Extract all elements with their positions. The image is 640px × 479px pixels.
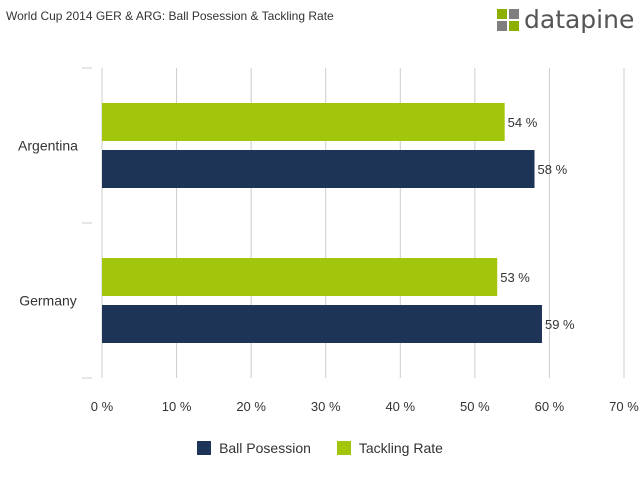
x-tick-label: 70 % [609,399,639,414]
legend-swatch-ball-posession [197,441,212,455]
bar-tackling-rate [102,258,498,296]
x-tick-label: 0 % [91,399,114,414]
chart-title: World Cup 2014 GER & ARG: Ball Posession… [6,9,334,23]
data-label: 54 % [508,115,538,130]
legend-label-ball-posession: Ball Posession [219,440,311,456]
legend-item-ball-posession[interactable]: Ball Posession [197,440,311,456]
data-label: 53 % [500,270,530,285]
data-label: 58 % [538,162,568,177]
datapine-logo: datapine [497,6,634,34]
x-tick-label: 50 % [460,399,490,414]
legend-label-tackling-rate: Tackling Rate [358,440,443,456]
bar-ball-posession [102,150,535,188]
x-tick-label: 40 % [385,399,415,414]
legend-swatch-tackling-rate [336,441,351,455]
category-label: Germany [19,293,77,309]
bar-tackling-rate [102,103,505,141]
chart-legend: Ball Posession Tackling Rate [0,440,640,456]
legend-item-tackling-rate[interactable]: Tackling Rate [336,440,443,456]
x-tick-label: 10 % [162,399,192,414]
x-tick-label: 60 % [535,399,565,414]
x-tick-label: 20 % [236,399,266,414]
category-label: Argentina [18,138,78,154]
x-tick-label: 30 % [311,399,341,414]
datapine-logo-icon [497,9,519,31]
data-label: 59 % [545,317,575,332]
datapine-logo-text: datapine [524,5,635,34]
bar-ball-posession [102,305,542,343]
